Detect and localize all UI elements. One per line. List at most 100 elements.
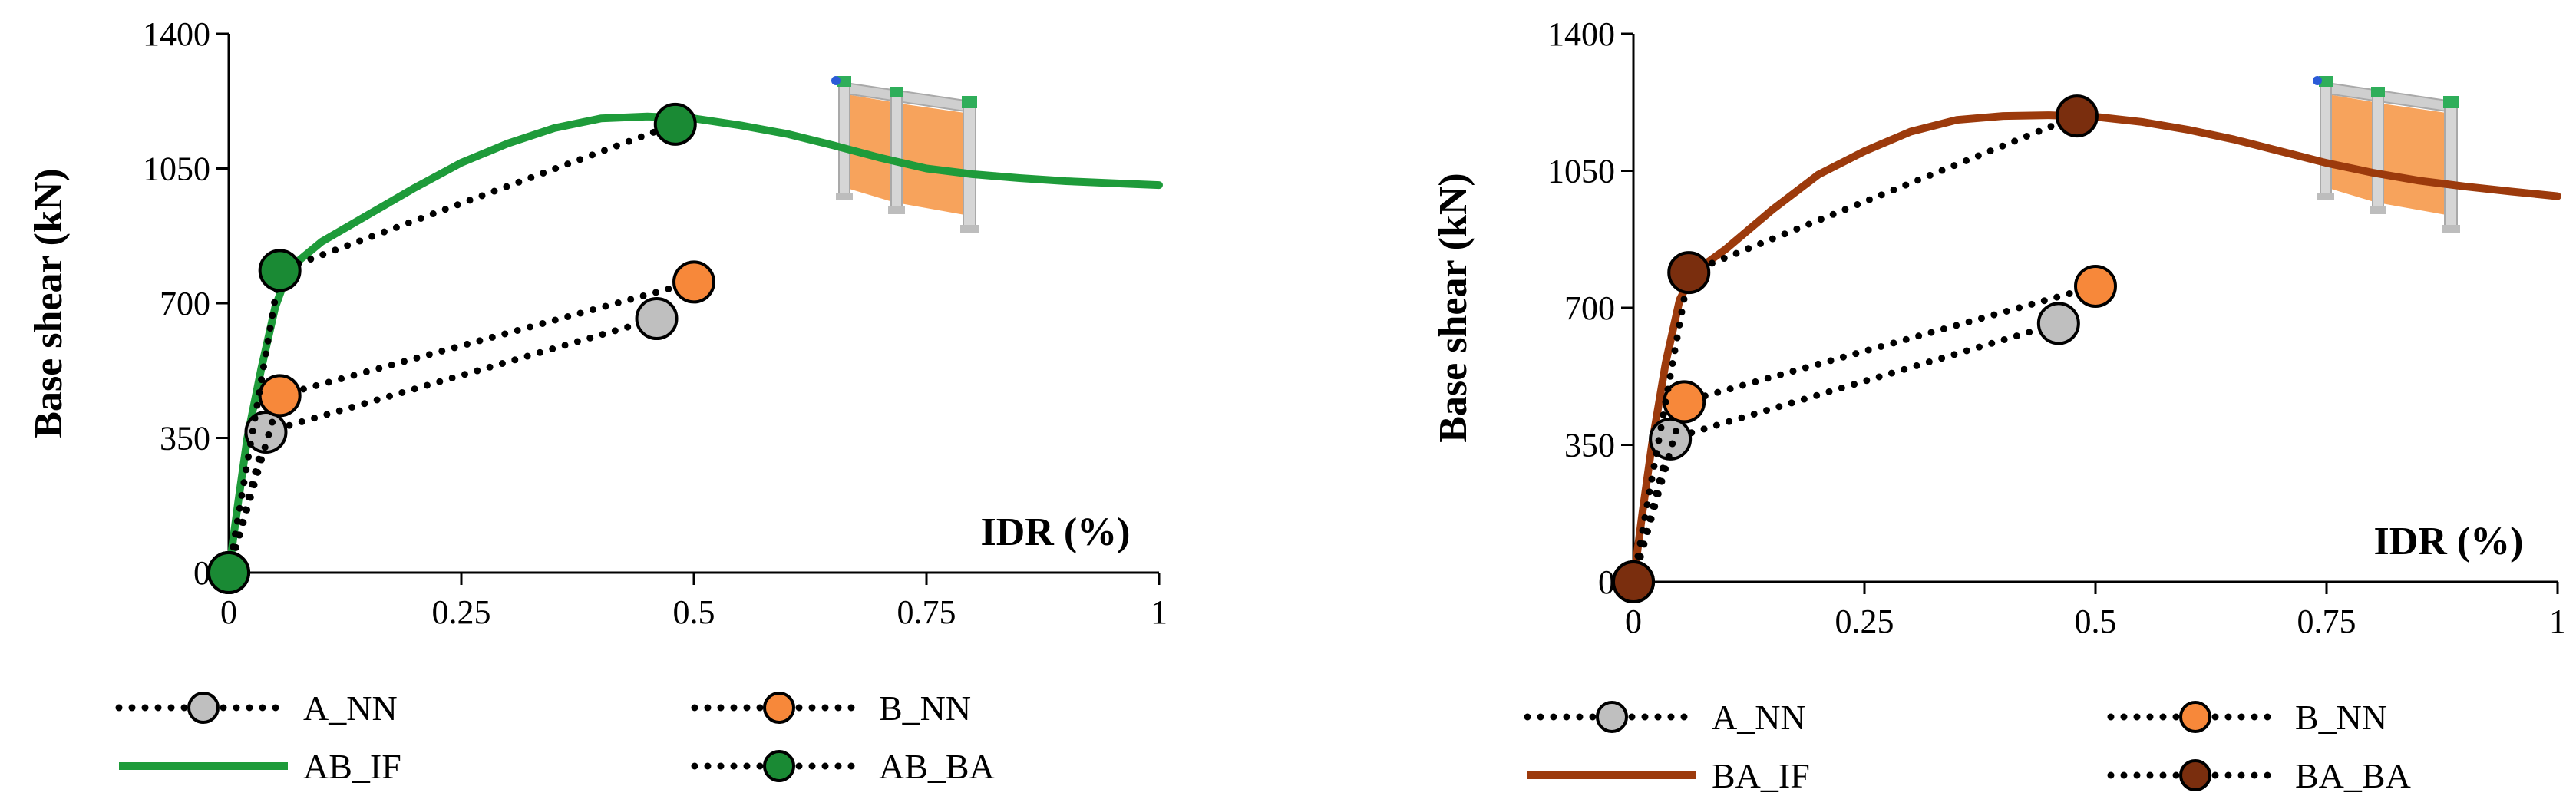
legend-swatch-marker [2179, 759, 2211, 791]
y-axis-title: Base shear (kN) [27, 168, 71, 438]
data-point [2036, 302, 2080, 345]
legend-label: A_NN [1712, 698, 1806, 737]
legend-label: B_NN [879, 689, 971, 728]
legend-label: AB_BA [879, 747, 995, 786]
legend-label: BA_BA [2295, 756, 2411, 795]
series-line [225, 112, 1163, 576]
legend-item-ba-ba: BA_BA [2107, 756, 2411, 795]
footing [960, 225, 979, 233]
y-axis-title: Base shear (kN) [1432, 173, 1475, 442]
x-tick-label: 0.75 [2297, 603, 2356, 640]
series-dotted-line [225, 121, 679, 576]
wall-infill-panel [847, 94, 893, 202]
column-cap [890, 87, 903, 97]
series-a-nn [207, 297, 679, 594]
footing [2317, 193, 2334, 200]
data-point [653, 102, 697, 146]
frame-column [838, 83, 850, 196]
data-point [1612, 560, 1655, 603]
x-tick-label: 1 [2549, 603, 2566, 640]
data-point [672, 260, 715, 304]
frame-column [2320, 83, 2332, 196]
series-dotted-line [225, 315, 660, 576]
series-line [1630, 111, 2561, 586]
x-tick-label: 0 [220, 593, 237, 631]
y-tick-label: 350 [160, 420, 210, 457]
data-point [258, 374, 302, 418]
building-wall-icon [2313, 76, 2460, 233]
footing [888, 206, 905, 214]
y-tick-label: 350 [1564, 427, 1615, 464]
y-tick-label: 700 [160, 285, 210, 322]
series-dotted-line [1630, 319, 2062, 586]
column-cap [2319, 76, 2333, 87]
legend-item-ba-if: BA_IF [1527, 756, 1810, 795]
y-tick-label: 1050 [143, 150, 210, 188]
data-point [635, 297, 679, 341]
footing [836, 193, 853, 200]
series-ab-if [225, 112, 1163, 576]
footing [2370, 206, 2386, 214]
legend-label: B_NN [2295, 698, 2387, 737]
frame-column [890, 94, 903, 210]
load-point-marker [2313, 76, 2322, 85]
x-axis-title: IDR (%) [2374, 520, 2524, 563]
chart-panel-1: 0 350 700 1050 1400 0 0.25 0.5 0.75 1 Base shear (… [27, 15, 1167, 786]
column-cap [962, 96, 977, 108]
x-tick-label: 0.75 [897, 593, 956, 631]
x-tick-label: 0.25 [1835, 603, 1894, 640]
y-tick-label: 0 [1598, 563, 1615, 601]
wall-infill-panel [2382, 104, 2446, 215]
data-point [207, 551, 250, 594]
legend-item-a-nn: A_NN [115, 689, 398, 728]
x-tick-label: 1 [1151, 593, 1167, 631]
frame-column [2444, 104, 2458, 227]
legend-item-a-nn: A_NN [1524, 698, 1806, 737]
series-dotted-line [1630, 282, 2099, 586]
x-tick-label: 0.25 [432, 593, 491, 631]
footing [2442, 225, 2460, 233]
chart-panel-2: 0 350 700 1050 1400 0 0.25 0.5 0.75 1 Base shear (… [1432, 15, 2566, 795]
y-tick-label: 0 [193, 554, 210, 592]
x-tick-label: 0 [1625, 603, 1642, 640]
series-ab-ba [207, 102, 697, 594]
frame-column [2372, 94, 2384, 210]
y-tick-label: 700 [1564, 289, 1615, 327]
series-dotted-line [1630, 112, 2081, 586]
wall-infill-panel [2328, 94, 2374, 202]
column-cap [2371, 87, 2385, 97]
data-point [2074, 264, 2117, 308]
legend-swatch-marker [1596, 701, 1628, 733]
legend-item-b-nn: B_NN [2107, 698, 2387, 737]
frame-column [963, 104, 976, 227]
legend-swatch-marker [2179, 701, 2211, 733]
data-point [2055, 94, 2099, 138]
series-dotted-line [225, 278, 698, 576]
legend-swatch-marker [187, 692, 220, 724]
wall-infill-panel [900, 104, 965, 215]
data-point [258, 249, 302, 292]
legend-label: BA_IF [1712, 756, 1810, 795]
legend-label: A_NN [303, 689, 398, 728]
legend-swatch-marker [763, 750, 795, 782]
legend-label: AB_IF [303, 747, 401, 786]
series-a-nn [1612, 302, 2080, 603]
x-tick-label: 0.5 [2075, 603, 2117, 640]
series-ba-if [1630, 111, 2561, 586]
y-tick-label: 1400 [143, 15, 210, 53]
legend-swatch-marker [763, 692, 795, 724]
legend-item-b-nn: B_NN [691, 689, 971, 728]
legend-item-ab-ba: AB_BA [691, 747, 995, 786]
y-tick-label: 1400 [1547, 15, 1615, 53]
series-ba-ba [1612, 94, 2099, 603]
load-point-marker [831, 76, 841, 85]
x-axis-title: IDR (%) [981, 510, 1131, 554]
column-cap [2443, 96, 2459, 108]
data-point [1667, 251, 1711, 295]
building-wall-icon [831, 76, 979, 233]
data-point [244, 410, 288, 454]
column-cap [837, 76, 851, 87]
x-tick-label: 0.5 [673, 593, 715, 631]
y-tick-label: 1050 [1547, 153, 1615, 190]
